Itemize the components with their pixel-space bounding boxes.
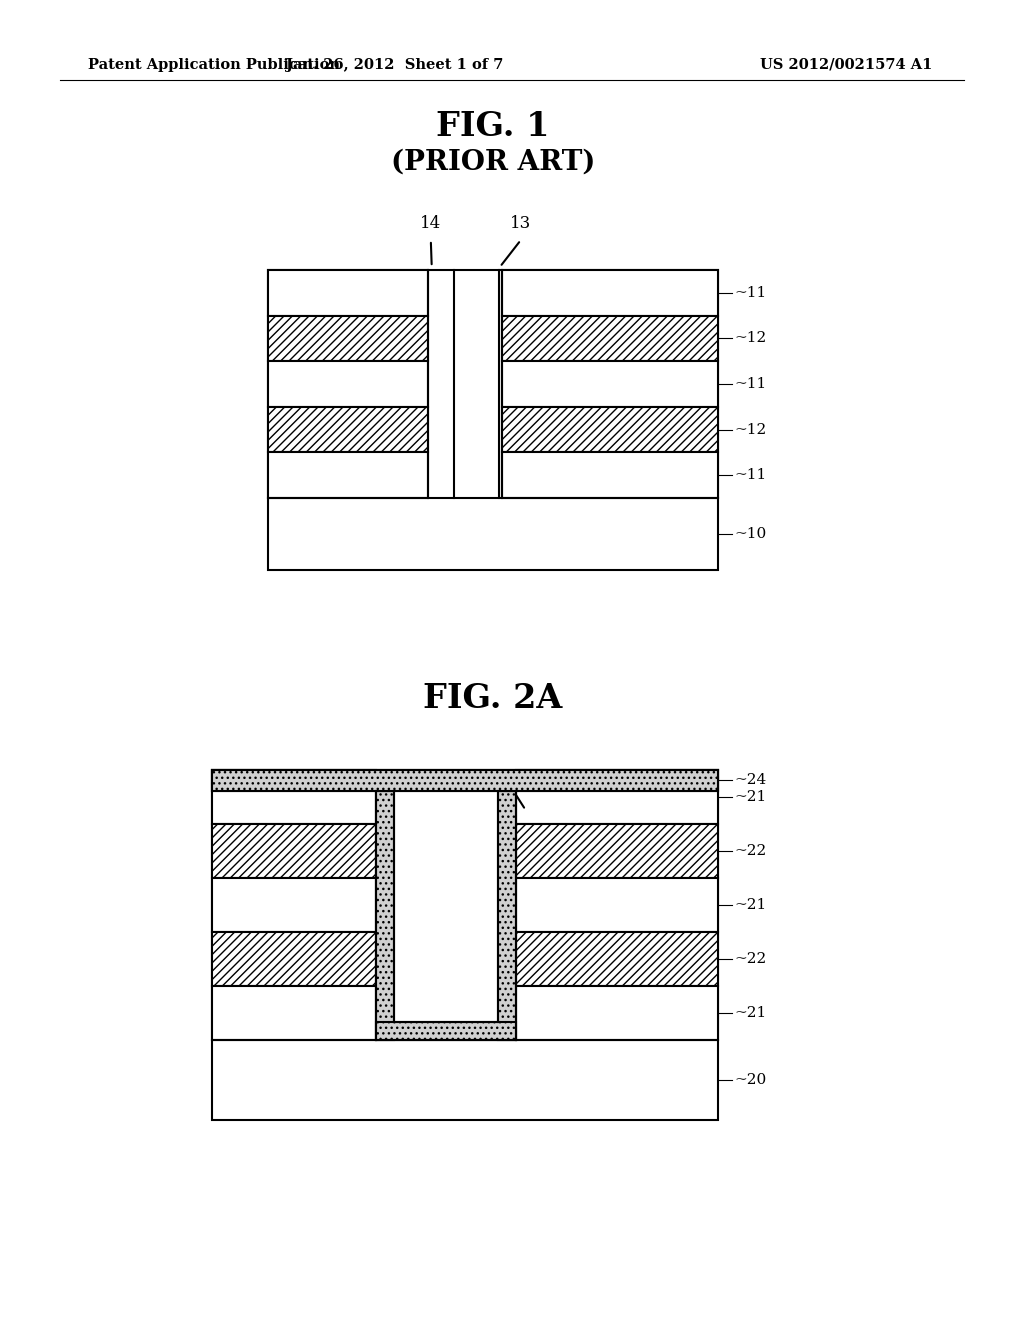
Text: ~11: ~11 [734, 286, 766, 300]
Text: ~22: ~22 [734, 952, 766, 966]
Text: Jan. 26, 2012  Sheet 1 of 7: Jan. 26, 2012 Sheet 1 of 7 [287, 58, 504, 73]
Text: ~22: ~22 [734, 843, 766, 858]
Text: ~11: ~11 [734, 469, 766, 482]
Bar [498, 791, 516, 1040]
Bar [377, 791, 394, 1040]
Bar [377, 1022, 516, 1040]
Bar [498, 791, 516, 1040]
Bar [268, 407, 428, 453]
Bar [212, 770, 718, 791]
Bar [268, 271, 718, 570]
Text: ~10: ~10 [734, 527, 766, 541]
Text: 23: 23 [515, 777, 537, 795]
Bar [502, 271, 718, 315]
Text: US 2012/0021574 A1: US 2012/0021574 A1 [760, 58, 933, 73]
Bar [377, 1022, 516, 1040]
Text: ~20: ~20 [734, 1073, 766, 1086]
Text: FIG. 2A: FIG. 2A [423, 681, 562, 714]
Bar [268, 271, 428, 315]
Bar [268, 362, 428, 407]
Bar [502, 453, 718, 498]
Bar [502, 315, 718, 362]
Text: ~24: ~24 [734, 774, 766, 787]
Text: ~21: ~21 [734, 1006, 766, 1020]
Text: Patent Application Publication: Patent Application Publication [88, 58, 340, 73]
Bar [502, 407, 718, 453]
Bar [516, 932, 718, 986]
Bar [212, 770, 718, 1119]
Text: FIG. 1: FIG. 1 [436, 110, 550, 143]
Bar [502, 362, 718, 407]
Bar [516, 986, 718, 1040]
Bar [212, 770, 377, 824]
Text: ~21: ~21 [734, 898, 766, 912]
Bar [377, 791, 394, 1040]
Bar [212, 770, 718, 791]
Text: ~21: ~21 [734, 789, 766, 804]
Bar [268, 315, 428, 362]
Bar [516, 824, 718, 878]
Bar [212, 824, 377, 878]
Bar [212, 878, 377, 932]
Text: 13: 13 [510, 215, 531, 232]
Bar [212, 932, 377, 986]
Bar [516, 770, 718, 824]
Bar [394, 791, 498, 1022]
Text: ~12: ~12 [734, 331, 766, 346]
Text: 14: 14 [420, 215, 441, 232]
Bar [268, 453, 428, 498]
Text: ~12: ~12 [734, 422, 766, 437]
Text: ~11: ~11 [734, 378, 766, 391]
Bar [516, 878, 718, 932]
Text: (PRIOR ART): (PRIOR ART) [391, 149, 595, 176]
Bar [212, 986, 377, 1040]
